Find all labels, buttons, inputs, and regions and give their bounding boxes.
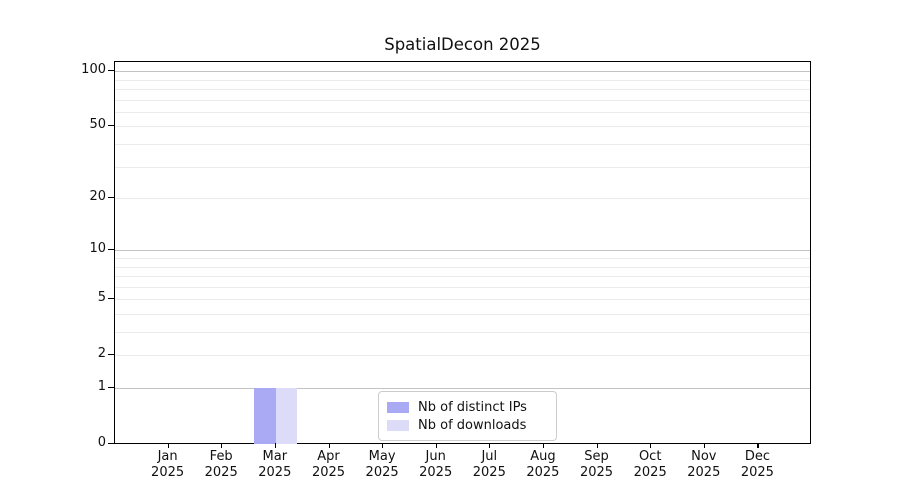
legend-swatch-downloads <box>387 419 409 431</box>
gridline <box>115 71 810 73</box>
gridline <box>115 276 810 277</box>
y-tick-label: 0 <box>97 435 106 450</box>
bar-distinct-ips <box>254 388 276 444</box>
y-tick-label: 1 <box>97 379 106 394</box>
x-tick-mark <box>382 443 384 448</box>
gridline <box>115 126 810 128</box>
x-tick-mark <box>489 443 491 448</box>
gridline <box>115 355 810 357</box>
x-tick-mark <box>274 443 276 448</box>
y-tick-mark <box>108 298 114 300</box>
y-tick-mark <box>108 443 114 445</box>
x-tick-mark <box>435 443 437 448</box>
x-tick-mark <box>596 443 598 448</box>
y-tick-label: 2 <box>97 346 106 362</box>
x-tick-mark <box>542 443 545 448</box>
gridline <box>115 250 810 252</box>
legend: Nb of distinct IPs Nb of downloads <box>378 391 557 441</box>
x-tick-label: Dec 2025 <box>740 449 774 480</box>
x-tick-label: Oct 2025 <box>633 449 667 480</box>
x-tick-label: Mar 2025 <box>258 449 292 480</box>
y-tick-label: 10 <box>89 241 106 257</box>
gridline <box>115 299 810 301</box>
y-tick-mark <box>108 387 114 389</box>
gridline <box>115 99 810 101</box>
gridline <box>115 286 810 288</box>
gridline <box>115 388 810 389</box>
y-tick-label: 20 <box>89 189 106 204</box>
gridline <box>115 332 810 333</box>
legend-label-downloads: Nb of downloads <box>418 417 527 433</box>
y-tick-mark <box>108 249 114 251</box>
x-tick-label: Nov 2025 <box>687 449 721 480</box>
y-tick-mark <box>108 70 114 72</box>
plot-area <box>114 61 811 444</box>
x-tick-label: May 2025 <box>365 449 399 480</box>
x-tick-label: Sep 2025 <box>579 449 614 480</box>
y-tick-mark <box>108 197 114 199</box>
gridline <box>115 79 810 81</box>
x-tick-label: Jun 2025 <box>419 449 453 480</box>
bar-downloads <box>275 388 298 444</box>
legend-item-downloads: Nb of downloads <box>387 418 556 433</box>
gridline <box>115 88 810 90</box>
gridline <box>115 143 810 145</box>
y-tick-mark <box>108 354 114 356</box>
y-tick-label: 5 <box>97 290 106 306</box>
x-tick-mark <box>703 443 705 448</box>
gridline <box>115 111 810 113</box>
gridline <box>115 313 810 315</box>
y-tick-mark <box>108 125 114 127</box>
x-tick-mark <box>167 443 169 448</box>
legend-swatch-distinct-ips <box>387 401 409 413</box>
x-tick-mark <box>650 443 652 448</box>
x-tick-label: Apr 2025 <box>311 449 346 480</box>
chart-title: SpatialDecon 2025 <box>384 35 541 54</box>
x-tick-mark <box>221 443 223 448</box>
gridline <box>115 166 810 168</box>
gridline <box>115 257 810 259</box>
y-tick-label: 50 <box>89 117 106 133</box>
legend-item-distinct-ips: Nb of distinct IPs <box>387 400 556 415</box>
legend-label-distinct-ips: Nb of distinct IPs <box>418 399 527 415</box>
gridline <box>115 266 810 268</box>
x-tick-label: Jul 2025 <box>472 449 506 480</box>
x-tick-label: Feb 2025 <box>204 449 238 480</box>
y-tick-label: 100 <box>81 62 106 78</box>
x-tick-mark <box>757 443 759 448</box>
gridline <box>115 198 810 199</box>
x-tick-label: Jan 2025 <box>151 449 185 480</box>
x-tick-mark <box>328 443 330 448</box>
x-tick-label: Aug 2025 <box>526 449 560 480</box>
